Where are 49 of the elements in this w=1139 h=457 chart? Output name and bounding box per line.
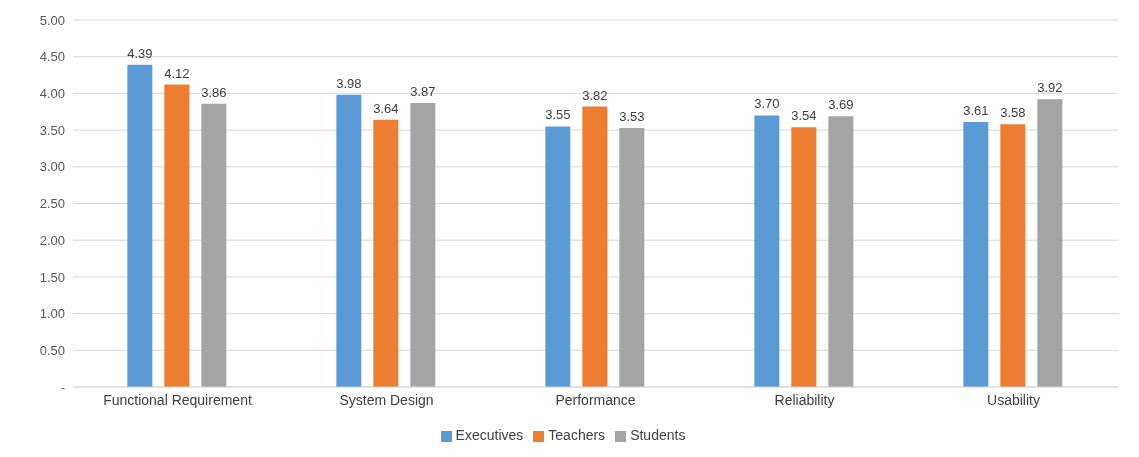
data-label: 3.54 — [791, 108, 817, 124]
bar — [1000, 124, 1026, 387]
data-label: 3.70 — [754, 96, 780, 112]
bar — [828, 116, 854, 387]
bar — [164, 84, 190, 387]
data-label: 3.86 — [201, 84, 227, 100]
x-tick-label: Functional Requirement — [103, 391, 252, 408]
bar — [373, 119, 399, 387]
data-label: 4.39 — [127, 45, 153, 61]
data-label: 3.55 — [545, 107, 571, 123]
data-label: 3.69 — [828, 97, 854, 113]
data-label: 4.12 — [164, 65, 190, 81]
data-label: 3.58 — [1000, 105, 1026, 121]
data-label: 3.53 — [619, 108, 645, 124]
y-tick-label: 1.50 — [39, 269, 65, 285]
data-label: 3.64 — [373, 100, 399, 116]
bar — [127, 64, 153, 387]
bar — [791, 127, 817, 387]
x-tick-label: Reliability — [774, 391, 835, 408]
bar — [963, 122, 989, 387]
data-label: 3.92 — [1037, 80, 1063, 96]
legend-label: Teachers — [548, 427, 606, 443]
y-tick-label: 4.50 — [39, 49, 65, 65]
bar — [619, 127, 645, 387]
bar — [201, 103, 227, 387]
y-tick-label: 2.00 — [39, 232, 65, 248]
bar — [582, 106, 608, 387]
y-tick-label: 3.50 — [39, 122, 65, 138]
y-tick-label: 5.00 — [39, 12, 65, 28]
x-tick-label: System Design — [339, 391, 434, 408]
y-tick-label: 1.00 — [39, 306, 65, 322]
data-label: 3.87 — [410, 83, 436, 99]
bar — [545, 126, 571, 387]
y-tick-label: 2.50 — [39, 196, 65, 212]
x-tick-label: Usability — [987, 391, 1040, 408]
y-tick-label: - — [60, 379, 65, 395]
data-label: 3.82 — [582, 87, 608, 103]
y-tick-label: 3.00 — [39, 159, 65, 175]
bar — [1037, 99, 1063, 387]
bar — [336, 94, 362, 387]
data-label: 3.61 — [963, 103, 989, 119]
legend-label: Executives — [455, 427, 524, 443]
bar — [410, 102, 436, 387]
data-label: 3.98 — [336, 75, 362, 91]
y-tick-label: 4.00 — [39, 86, 65, 102]
bar — [754, 115, 780, 387]
y-tick-label: 0.50 — [39, 342, 65, 358]
x-tick-label: Performance — [555, 391, 636, 408]
legend-label: Students — [630, 427, 686, 443]
